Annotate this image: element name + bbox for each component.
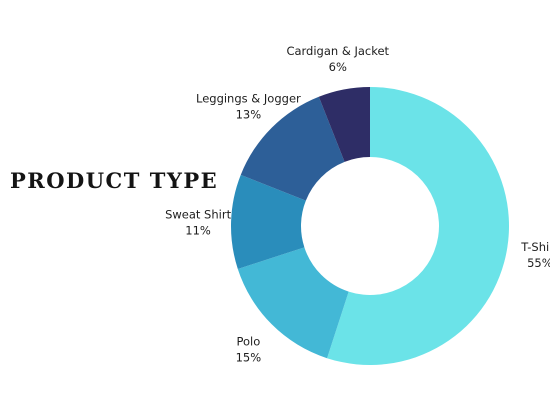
slice-value: 11% [185, 224, 211, 238]
slice-label: Leggings & Jogger 13% [196, 91, 301, 121]
slice-t-shirt [327, 87, 509, 365]
slice-cardigan-jacket [318, 87, 370, 162]
slice-sweat-shirt [231, 174, 306, 269]
slice-label: Sweat Shirt 11% [165, 208, 232, 238]
slice-name: Leggings & Jogger [196, 91, 301, 105]
slice-polo [237, 247, 349, 359]
slice-value: 15% [236, 351, 262, 365]
slice-label: Polo 15% [236, 335, 262, 365]
slice-label: Cardigan & Jacket 6% [286, 44, 389, 74]
slice-name: Cardigan & Jacket [286, 44, 389, 58]
slice-value: 13% [236, 107, 262, 121]
chart-title: PRODUCT TYPE [10, 168, 219, 193]
slice-name: Sweat Shirt [165, 208, 232, 222]
slice-label: T-Shirt 55% [520, 240, 550, 270]
slice-name: Polo [236, 335, 260, 349]
slice-value: 55% [527, 256, 550, 270]
slice-value: 6% [329, 60, 347, 74]
slice-name: T-Shirt [520, 240, 550, 254]
slice-leggings-jogger [240, 96, 345, 201]
